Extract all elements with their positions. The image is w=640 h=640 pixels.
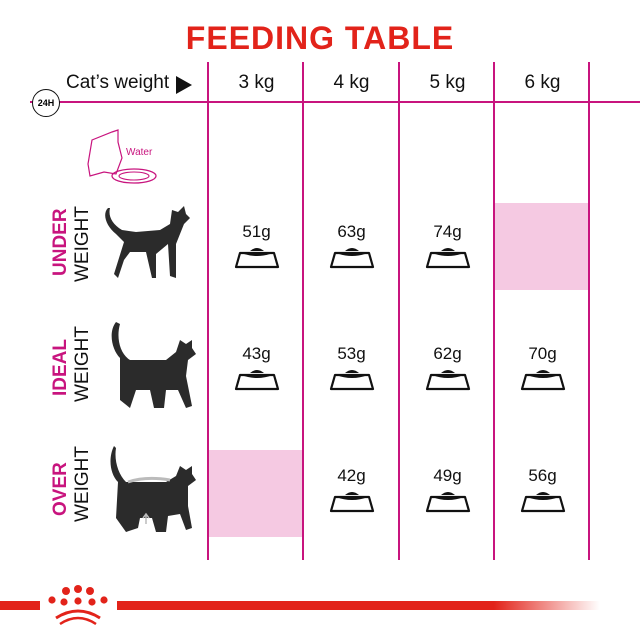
column-header-5kg: 5 kg <box>429 72 466 93</box>
feeding-amount: 62g <box>433 344 462 363</box>
feeding-amount: 43g <box>242 344 271 363</box>
food-bowl-icon <box>425 370 470 391</box>
food-bowl-icon <box>425 492 470 513</box>
food-bowl-icon <box>234 248 279 269</box>
row-label-under-weight: UNDER WEIGHT <box>50 206 93 282</box>
food-bowl-icon <box>425 248 470 269</box>
food-bowl-icon <box>520 370 565 391</box>
grid-line <box>493 62 495 560</box>
header-divider <box>30 101 640 103</box>
feeding-cell: 43g <box>209 344 304 398</box>
feeding-cell: 49g <box>400 466 495 520</box>
column-header-3kg: 3 kg <box>238 72 275 93</box>
feeding-amount: 51g <box>242 222 271 241</box>
brand-line-right <box>117 601 600 610</box>
column-header-4kg: 4 kg <box>333 72 370 93</box>
row-label-over-weight: OVER WEIGHT <box>50 446 93 522</box>
water-label: Water <box>126 147 153 158</box>
page-title: FEEDING TABLE <box>185 20 455 56</box>
empty-cell-under-6kg <box>495 203 588 290</box>
food-bowl-icon <box>234 370 279 391</box>
feeding-amount: 49g <box>433 466 462 485</box>
feeding-amount: 74g <box>433 222 462 241</box>
feeding-cell: 53g <box>304 344 399 398</box>
brand-line-left <box>0 601 40 610</box>
food-bowl-icon <box>329 248 374 269</box>
feeding-cell: 74g <box>400 222 495 276</box>
feeding-amount: 70g <box>528 344 557 363</box>
feeding-amount: 53g <box>337 344 366 363</box>
cats-weight-label: Cat’s weight <box>66 72 170 93</box>
feeding-amount: 56g <box>528 466 557 485</box>
overweight-cat-icon <box>110 446 196 532</box>
royal-crown-logo <box>48 585 108 626</box>
feeding-cell: 42g <box>304 466 399 520</box>
grid-line <box>207 62 209 560</box>
row-label-ideal-weight: IDEAL WEIGHT <box>50 326 93 402</box>
feeding-cell: 63g <box>304 222 399 276</box>
grid-line <box>302 62 304 560</box>
feeding-cell: 70g <box>495 344 590 398</box>
feeding-amount: 42g <box>337 466 366 485</box>
food-bowl-icon <box>520 492 565 513</box>
grid-line <box>398 62 400 560</box>
thin-cat-icon <box>105 206 190 278</box>
feeding-cell: 62g <box>400 344 495 398</box>
grid-line <box>588 62 590 560</box>
feeding-cell: 51g <box>209 222 304 276</box>
feeding-amount: 63g <box>337 222 366 241</box>
food-bowl-icon <box>329 370 374 391</box>
empty-cell-over-3kg <box>209 450 302 537</box>
column-header-6kg: 6 kg <box>524 72 561 93</box>
ideal-cat-icon <box>111 322 196 408</box>
feeding-cell: 56g <box>495 466 590 520</box>
water-bowl-icon <box>87 129 157 184</box>
food-bowl-icon <box>329 492 374 513</box>
arrow-right-icon <box>176 76 192 94</box>
clock-24h-icon: 24H <box>32 89 60 117</box>
